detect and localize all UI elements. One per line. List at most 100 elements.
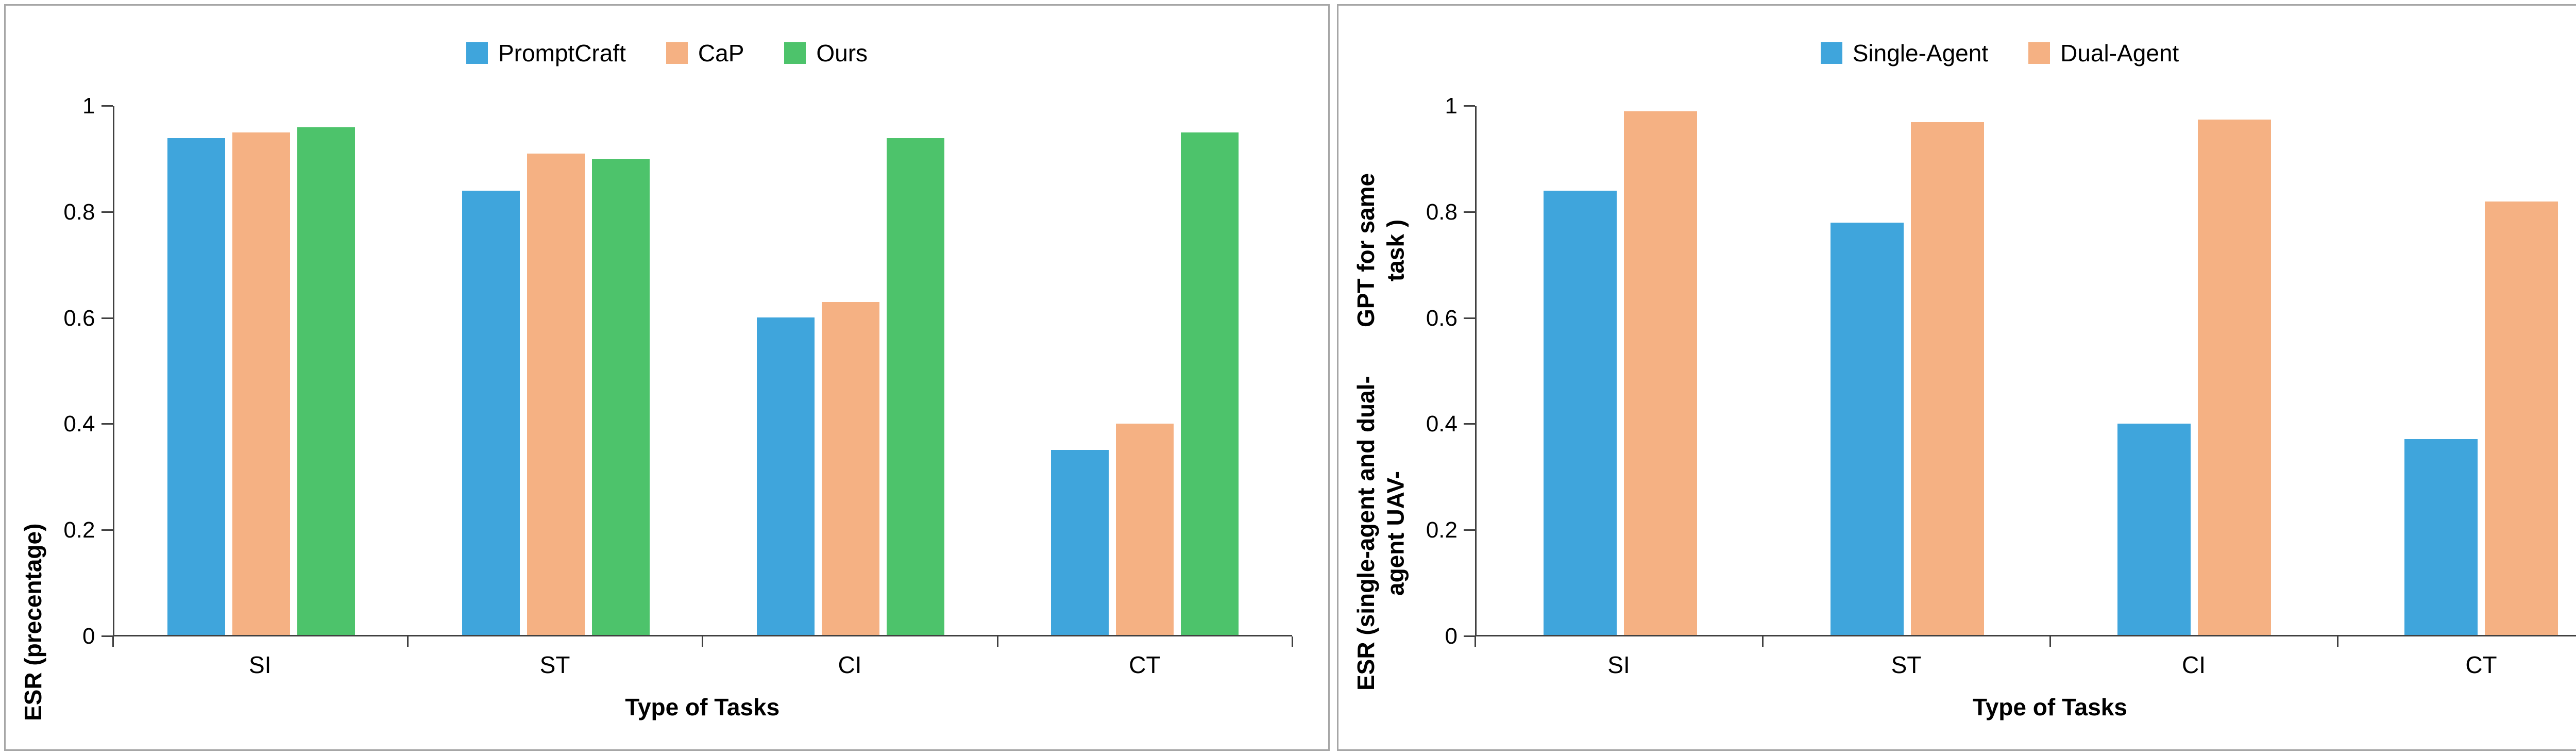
bar-group: [703, 106, 998, 635]
legend-swatch: [784, 42, 806, 64]
bar: [2198, 119, 2272, 635]
y-tick-label: 0: [82, 624, 95, 649]
bar: [1623, 111, 1697, 635]
y-tick-mark: [101, 317, 113, 319]
bar-group: [114, 106, 409, 635]
chart-inner: 0 0.2 0.4 0.6 0.8 1 SI ST CI CT Type of Tasks: [1411, 83, 2576, 721]
x-axis-spacer: [1411, 636, 1475, 721]
y-tick-mark: [1464, 211, 1475, 213]
chart-body: ESR (precentage) 0 0.2 0.4 0.6 0.8 1 SI ST CI CT…: [6, 83, 1328, 749]
y-tick-mark: [101, 211, 113, 213]
x-axis-category-label: SI: [248, 651, 272, 678]
bar-groups: [1477, 106, 2576, 635]
legend-label: PromptCraft: [498, 40, 626, 66]
legend-item: CaP: [666, 39, 744, 67]
plot-row: 0 0.2 0.4 0.6 0.8 1: [1411, 95, 2576, 648]
x-axis-tick-mark: [1292, 636, 1293, 647]
bar: [1051, 449, 1109, 635]
chart-body: ESR (single-agent and dual-agent UAV- GPT…: [1338, 83, 2576, 749]
x-axis-title: Type of Tasks: [625, 694, 780, 720]
legend-swatch: [466, 42, 488, 64]
x-axis-category-label: CI: [2182, 651, 2206, 678]
x-axis-title: Type of Tasks: [1973, 694, 2127, 720]
x-axis-tick-mark: [2049, 636, 2051, 647]
x-axis-category-label: ST: [1891, 651, 1922, 678]
y-axis-title-line: ESR (single-agent and dual-agent UAV-: [1352, 376, 1409, 691]
legend: PromptCraft CaP Ours: [6, 6, 1328, 83]
bar: [2485, 201, 2558, 635]
y-axis-title-line: ESR (precentage): [20, 523, 46, 721]
x-axis-category-label: CT: [1129, 651, 1161, 678]
chart-inner: 0 0.2 0.4 0.6 0.8 1 SI ST CI CT Type of Tasks: [48, 83, 1293, 721]
x-axis-labels: SI ST CI CT: [112, 636, 1293, 682]
y-tick-label: 1: [82, 93, 95, 119]
x-band: SI ST CI CT Type of Tasks: [48, 636, 1293, 721]
bar-groups: [114, 106, 1293, 635]
y-tick-label: 0.2: [63, 517, 95, 543]
x-band: SI ST CI CT Type of Tasks: [1411, 636, 2576, 721]
legend-label: Dual-Agent: [2060, 40, 2179, 66]
legend-item: Single-Agent: [1820, 39, 1989, 67]
y-tick-mark: [1464, 317, 1475, 319]
legend-label: Single-Agent: [1852, 40, 1989, 66]
y-tick-mark: [1464, 423, 1475, 425]
right-chart-panel: Single-Agent Dual-Agent ESR (single-agent…: [1337, 4, 2576, 751]
bar: [167, 138, 226, 635]
bar-group: [1764, 106, 2050, 635]
y-tick-mark: [1464, 105, 1475, 107]
y-tick-label: 1: [1445, 93, 1458, 119]
bar: [1830, 222, 1904, 635]
bar-group: [409, 106, 703, 635]
y-tick-mark: [101, 635, 113, 637]
bar: [756, 317, 815, 635]
y-tick-label: 0: [1445, 624, 1458, 649]
y-axis-title: ESR (single-agent and dual-agent UAV- GPT…: [1351, 83, 1411, 721]
bar-group: [2051, 106, 2338, 635]
bar: [1910, 122, 1984, 635]
bar: [2117, 423, 2191, 635]
legend-label: CaP: [698, 40, 744, 66]
bar: [886, 138, 944, 635]
y-tick-mark: [101, 105, 113, 107]
bar-group: [2338, 106, 2576, 635]
y-tick-label: 0.6: [63, 305, 95, 331]
legend-item: PromptCraft: [466, 39, 626, 67]
x-axis-tick-mark: [406, 636, 409, 647]
legend-item: Dual-Agent: [2028, 39, 2179, 67]
y-axis-ticks: 0 0.2 0.4 0.6 0.8 1: [1411, 95, 1475, 648]
x-axis-tick-mark: [1475, 636, 1476, 647]
x-axis-tick-mark: [112, 636, 114, 647]
y-tick-label: 0.8: [1426, 199, 1458, 225]
bar: [462, 191, 520, 635]
legend-swatch: [666, 42, 688, 64]
y-axis-title-line: GPT for same task ): [1352, 173, 1409, 328]
y-tick-label: 0.4: [63, 411, 95, 437]
x-axis-tick-mark: [1762, 636, 1764, 647]
plot-area: [112, 106, 1293, 636]
y-tick-mark: [101, 529, 113, 531]
y-tick-label: 0.4: [1426, 411, 1458, 437]
x-axis-tick-mark: [2337, 636, 2338, 647]
y-tick-mark: [101, 423, 113, 425]
legend-label: Ours: [816, 40, 868, 66]
bar: [2404, 439, 2478, 635]
y-tick-label: 0.6: [1426, 305, 1458, 331]
bar: [232, 132, 291, 635]
bar: [821, 301, 879, 635]
legend-swatch: [2028, 42, 2050, 64]
bar: [1116, 423, 1174, 635]
plot-row: 0 0.2 0.4 0.6 0.8 1: [48, 95, 1293, 648]
y-tick-mark: [1464, 635, 1475, 637]
x-axis-area: SI ST CI CT Type of Tasks: [1475, 636, 2576, 721]
plot-area: [1475, 106, 2576, 636]
y-axis-ticks: 0 0.2 0.4 0.6 0.8 1: [48, 95, 113, 648]
x-axis-tick-mark: [702, 636, 704, 647]
bar: [297, 127, 355, 635]
bar: [591, 159, 650, 635]
bar: [527, 154, 585, 635]
legend-swatch: [1820, 42, 1842, 64]
x-axis-area: SI ST CI CT Type of Tasks: [112, 636, 1293, 721]
x-axis-category-label: CI: [838, 651, 862, 678]
